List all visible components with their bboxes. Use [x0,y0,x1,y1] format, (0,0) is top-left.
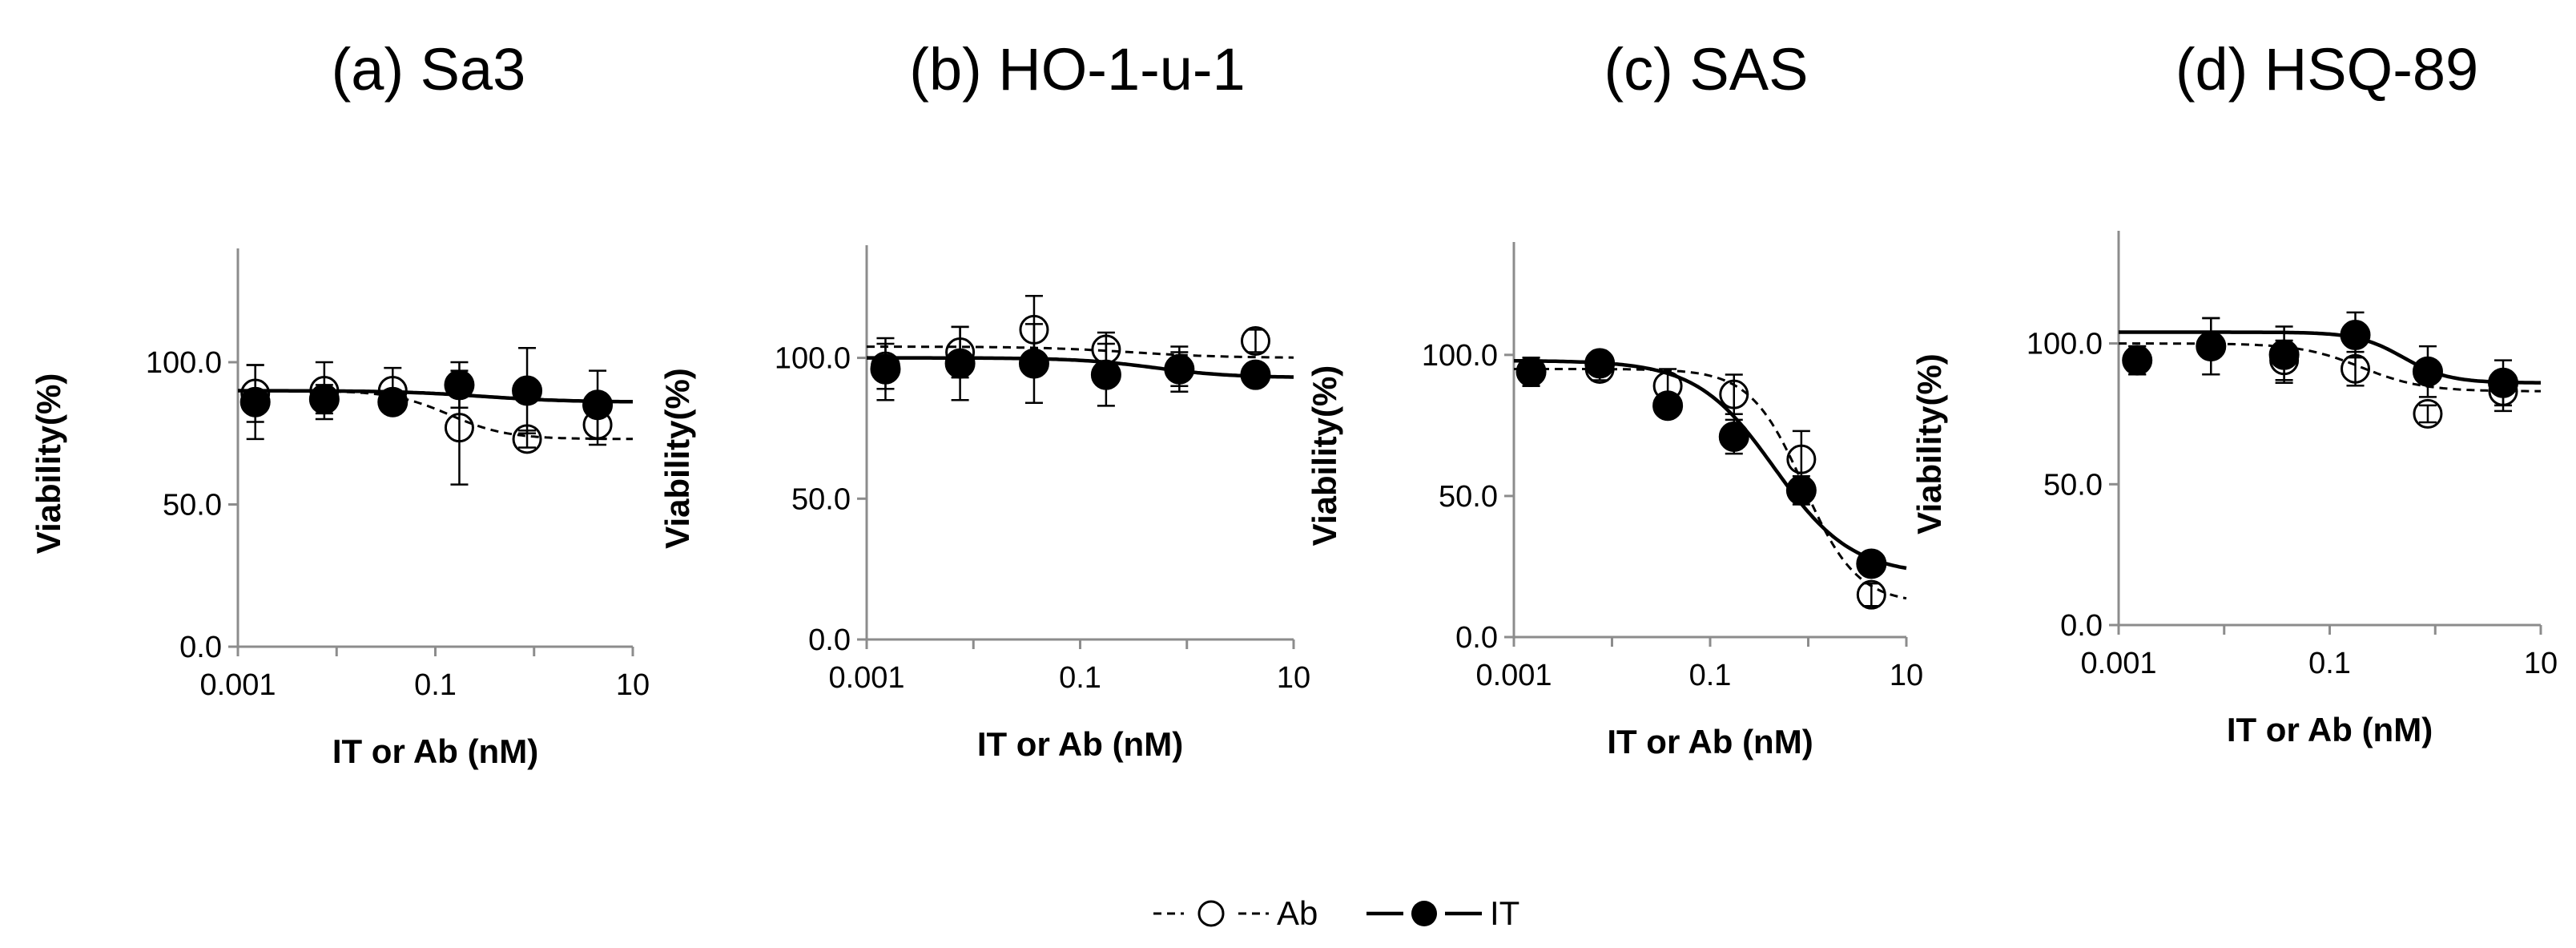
series-it [867,323,1294,407]
fit-curve-ab [867,345,1294,359]
panel-title: (a) Sa3 [332,36,526,103]
data-point-ab [1719,379,1749,409]
data-point-it [2122,345,2153,376]
data-point-it [1164,353,1195,385]
x-axis-title: IT or Ab (nM) [332,732,538,770]
panel-title: (d) HSQ-89 [2176,36,2478,103]
fit-curve-it [238,389,633,404]
x-tick-label: 10 [1277,661,1310,695]
data-point-it [1090,359,1121,390]
x-tick-label: 0.1 [2308,647,2351,680]
data-point-ab [2413,398,2443,429]
y-tick-label: 0.0 [179,631,222,664]
y-tick-label: 50.0 [163,489,222,522]
legend-label-it: IT [1490,894,1519,932]
data-point-it [870,353,901,385]
legend-label-ab: Ab [1277,894,1318,932]
x-tick-label: 10 [616,668,650,702]
legend-marker-ab [1197,900,1225,927]
y-axis-title: Viability(%) [658,368,696,549]
data-point-ab [1786,444,1817,474]
legend: Ab IT [1153,894,1519,932]
data-point-it [1018,348,1049,379]
y-tick-label: 100.0 [775,342,851,376]
data-point-it [377,386,409,418]
data-point-it [1785,474,1817,506]
data-point-it [1584,348,1616,379]
fit-curve-it [2119,330,2541,385]
data-point-it [512,375,543,406]
data-point-it [2196,331,2227,362]
data-point-it [1240,359,1271,390]
y-tick-label: 50.0 [791,482,851,516]
x-tick-label: 0.001 [2080,647,2156,680]
x-tick-label: 10 [2524,647,2558,680]
chart-panel-1: (b) HO-1-u-1 0.0 50.0 100.0 0.001 0.1 10 IT or … [658,36,1310,763]
series-it [1514,348,1907,579]
x-tick-label: 0.001 [1475,659,1552,692]
legend-marker-it [1411,901,1437,926]
data-point-ab [444,413,474,443]
data-point-it [2268,339,2300,370]
fit-curve-ab [2119,342,2541,393]
x-axis-title: IT or Ab (nM) [1607,723,1813,760]
panel-title: (b) HO-1-u-1 [909,36,1245,103]
y-axis-title: Viability(%) [1306,365,1343,547]
y-axis-title: Viability(%) [1910,353,1948,535]
data-point-ab [1240,325,1270,356]
x-tick-label: 0.1 [1059,661,1101,695]
y-tick-label: 100.0 [1422,339,1498,373]
y-tick-label: 50.0 [2043,468,2103,502]
data-point-it [2488,367,2519,398]
y-tick-label: 0.0 [1455,621,1498,655]
data-point-it [582,389,614,421]
data-point-it [308,384,340,415]
fit-curve-ab [238,389,634,441]
data-point-it [2340,320,2371,351]
fit-curve-it [867,356,1294,379]
chart-panel-0: (a) Sa3 0.0 50.0 100.0 0.001 0.1 10 IT or Ab (n… [30,36,650,770]
series-it [2119,311,2541,407]
chart-panel-2: (c) SAS 0.0 50.0 100.0 0.001 0.1 10 IT or Ab (n… [1306,36,1923,760]
data-point-it [1652,390,1684,422]
y-tick-label: 0.0 [2060,609,2103,643]
y-axis-title: Viability(%) [30,373,67,555]
data-point-it [239,386,271,418]
series-ab [238,361,634,486]
x-tick-label: 0.1 [414,668,457,702]
y-tick-label: 100.0 [146,346,222,380]
y-tick-label: 0.0 [808,623,851,657]
data-point-it [1856,548,1887,579]
data-point-it [2412,356,2443,387]
x-tick-label: 0.001 [199,668,276,702]
fit-curve-it [1514,358,1907,571]
x-tick-label: 0.1 [1689,659,1732,692]
data-point-it [444,369,475,401]
x-tick-label: 10 [1890,659,1923,692]
fit-curve-ab [1514,368,1907,600]
panel-title: (c) SAS [1604,36,1809,103]
x-tick-label: 0.001 [828,661,904,695]
y-tick-label: 100.0 [2027,328,2103,361]
y-tick-label: 50.0 [1439,480,1498,514]
series-ab [867,295,1294,393]
x-axis-title: IT or Ab (nM) [977,725,1183,763]
data-point-it [944,348,976,379]
data-point-it [1718,421,1749,452]
chart-panel-3: (d) HSQ-89 0.0 50.0 100.0 0.001 0.1 10 IT or Ab… [1910,36,2558,748]
x-axis-title: IT or Ab (nM) [2227,711,2433,748]
data-point-ab [1856,579,1886,610]
series-it [238,347,633,441]
data-point-it [1515,356,1547,387]
